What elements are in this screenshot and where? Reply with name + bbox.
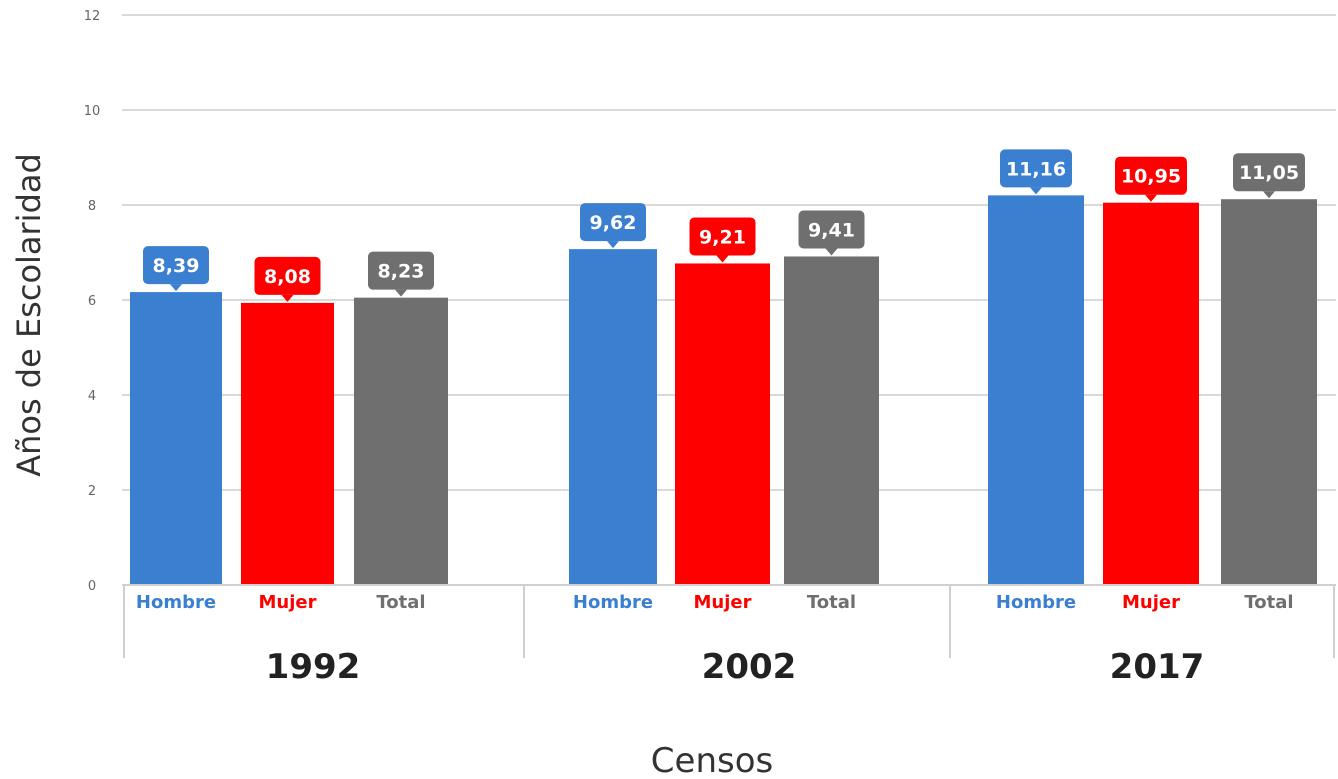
- data-label-text: 8,23: [378, 261, 425, 283]
- data-label-text: 9,21: [699, 226, 746, 248]
- data-label-hombre-2017: 11,16: [1000, 149, 1072, 195]
- x-axis: Hombre Mujer Total Hombre Mujer Total Hombre Mu…: [122, 584, 1336, 687]
- data-label-text: 11,05: [1239, 162, 1299, 184]
- data-label-text: 9,62: [590, 212, 637, 234]
- bar-mujer-2002: [675, 263, 770, 585]
- x-subcategory-label: Mujer: [1122, 592, 1180, 613]
- data-label-text: 8,39: [153, 255, 200, 277]
- x-category-label-2002: 2002: [702, 647, 797, 687]
- y-tick-label: 8: [88, 199, 96, 214]
- x-subcategory-label: Mujer: [259, 592, 317, 613]
- data-label-hombre-2002: 9,62: [580, 203, 646, 249]
- y-axis-label: Años de Escolaridad: [10, 153, 48, 477]
- bar-hombre-1992: [130, 292, 222, 585]
- y-tick-label: 10: [84, 104, 101, 119]
- x-subcategory-label: Hombre: [573, 592, 653, 613]
- bar-hombre-2017: [988, 195, 1084, 585]
- x-subcategory-label: Mujer: [694, 592, 752, 613]
- bar-mujer-1992: [241, 302, 334, 585]
- y-tick-label: 4: [88, 389, 96, 404]
- x-category-label-2017: 2017: [1110, 647, 1205, 687]
- data-label-text: 9,41: [808, 219, 855, 241]
- data-label-mujer-2002: 9,21: [689, 217, 756, 263]
- y-tick-label: 6: [88, 294, 96, 309]
- x-axis-label: Censos: [651, 741, 773, 779]
- data-label-text: 10,95: [1121, 166, 1181, 188]
- data-label-total-1992: 8,23: [368, 251, 434, 297]
- x-subcategory-label: Total: [376, 592, 425, 613]
- data-label-hombre-1992: 8,39: [143, 246, 209, 292]
- bars: 8,39 8,08 8,23 9,62 9,21 9,41 11,16 10,95 11,05: [130, 149, 1317, 586]
- data-label-mujer-2017: 10,95: [1115, 156, 1187, 202]
- bar-total-2002: [784, 256, 879, 585]
- x-category-label-1992: 1992: [266, 647, 361, 687]
- y-axis-ticks: 0 2 4 6 8 10 12: [84, 9, 101, 594]
- y-tick-label: 12: [84, 9, 101, 24]
- bar-hombre-2002: [569, 249, 657, 585]
- data-label-mujer-1992: 8,08: [254, 256, 321, 302]
- x-subcategory-label: Hombre: [136, 592, 216, 613]
- data-label-total-2017: 11,05: [1233, 153, 1305, 199]
- x-subcategory-label: Total: [807, 592, 856, 613]
- x-subcategory-label: Hombre: [996, 592, 1076, 613]
- bar-total-1992: [354, 297, 448, 585]
- y-tick-label: 2: [88, 484, 96, 499]
- data-label-total-2002: 9,41: [798, 210, 865, 256]
- bar-total-2017: [1221, 199, 1317, 586]
- data-label-text: 11,16: [1006, 158, 1066, 180]
- y-tick-label: 0: [88, 579, 96, 594]
- bar-mujer-2017: [1103, 202, 1199, 585]
- data-label-text: 8,08: [264, 266, 311, 288]
- x-subcategory-label: Total: [1244, 592, 1293, 613]
